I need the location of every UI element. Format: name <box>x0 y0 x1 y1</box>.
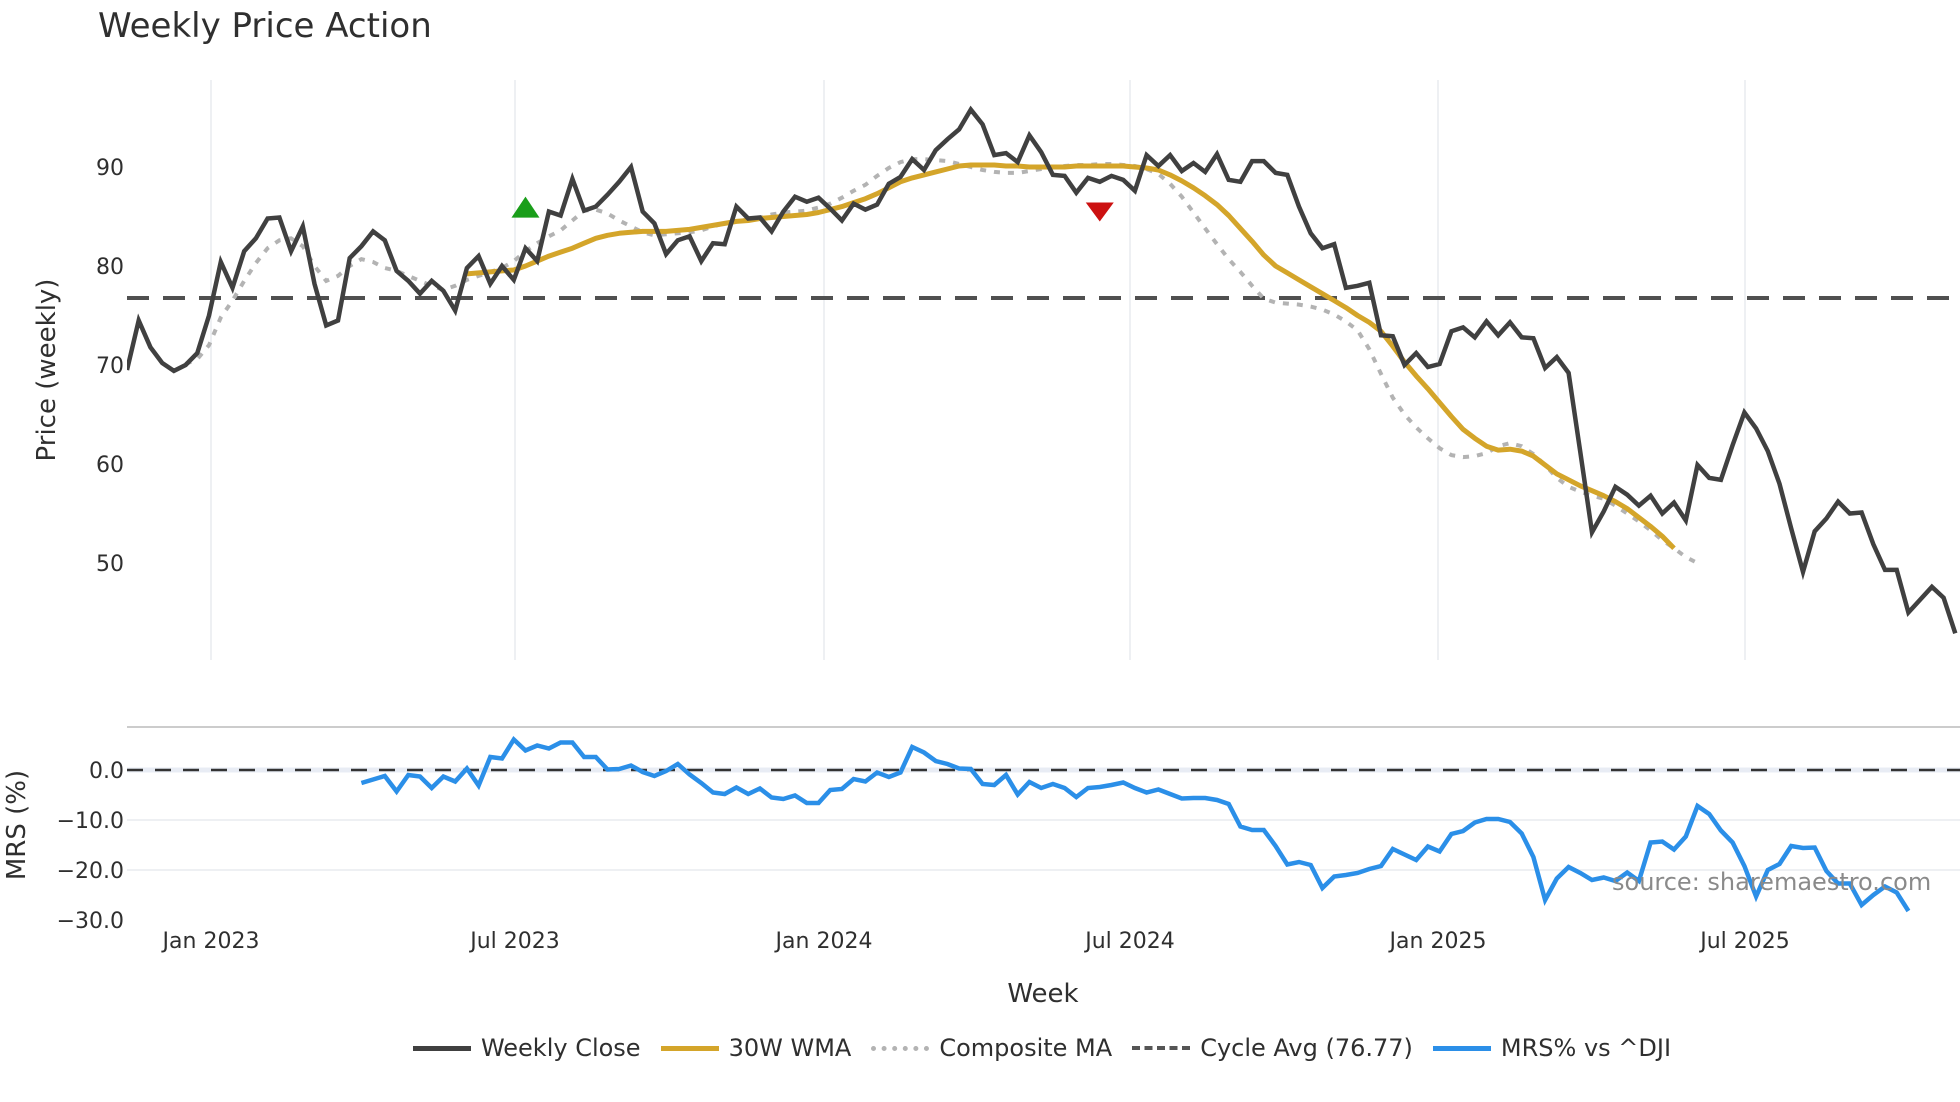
wma-line <box>466 162 1676 550</box>
price-tick-label: 60 <box>96 453 124 478</box>
sell-signal-icon <box>1085 202 1114 222</box>
price-axis-label: Price (weekly) <box>32 279 62 462</box>
mrs-axis-label: MRS (%) <box>2 770 32 880</box>
x-tick-label: Jan 2024 <box>774 929 873 954</box>
legend-item-cycle-avg[interactable]: Cycle Avg (76.77) <box>1132 1034 1413 1062</box>
legend-label: MRS% vs ^DJI <box>1500 1034 1672 1062</box>
legend-item-composite-ma[interactable]: Composite MA <box>871 1034 1112 1062</box>
x-tick-label: Jul 2025 <box>1698 929 1790 954</box>
weekly-close-swatch-icon <box>412 1045 471 1051</box>
x-tick-label: Jan 2025 <box>1388 929 1487 954</box>
x-tick-label: Jan 2023 <box>161 929 260 954</box>
cycle-avg-swatch-icon <box>1132 1046 1191 1050</box>
buy-signal-icon <box>511 196 540 218</box>
price-tick-label: 50 <box>96 552 124 577</box>
price-tick-label: 70 <box>96 354 124 379</box>
legend: Weekly Close 30W WMA Composite MA Cycle … <box>0 1034 1960 1062</box>
source-note: source: sharemaestro.com <box>1612 868 1932 896</box>
legend-label: Composite MA <box>939 1034 1113 1062</box>
weekly-close-line <box>127 105 1958 635</box>
composite-ma-line <box>184 157 1699 565</box>
x-axis-label: Week <box>1007 979 1078 1009</box>
x-tick-label: Jul 2023 <box>468 929 560 954</box>
legend-label: 30W WMA <box>728 1034 852 1062</box>
legend-item-mrs[interactable]: MRS% vs ^DJI <box>1432 1034 1672 1062</box>
wma-swatch-icon <box>660 1045 719 1051</box>
mrs-tick-label: −30.0 <box>57 909 124 934</box>
price-tick-label: 90 <box>96 156 124 181</box>
mrs-tick-label: 0.0 <box>89 759 124 784</box>
x-tick-label: Jul 2024 <box>1083 929 1175 954</box>
mrs-swatch-icon <box>1432 1045 1491 1051</box>
mrs-line <box>360 735 1911 913</box>
price-tick-label: 80 <box>96 255 124 280</box>
legend-item-30w-wma[interactable]: 30W WMA <box>660 1034 852 1062</box>
legend-label: Cycle Avg (76.77) <box>1200 1034 1413 1062</box>
mrs-tick-label: −10.0 <box>57 809 124 834</box>
chart-title: Weekly Price Action <box>98 6 432 46</box>
legend-label: Weekly Close <box>480 1034 641 1062</box>
legend-item-weekly-close[interactable]: Weekly Close <box>412 1034 641 1062</box>
composite-ma-swatch-icon <box>871 1045 930 1051</box>
mrs-tick-label: −20.0 <box>57 859 124 884</box>
